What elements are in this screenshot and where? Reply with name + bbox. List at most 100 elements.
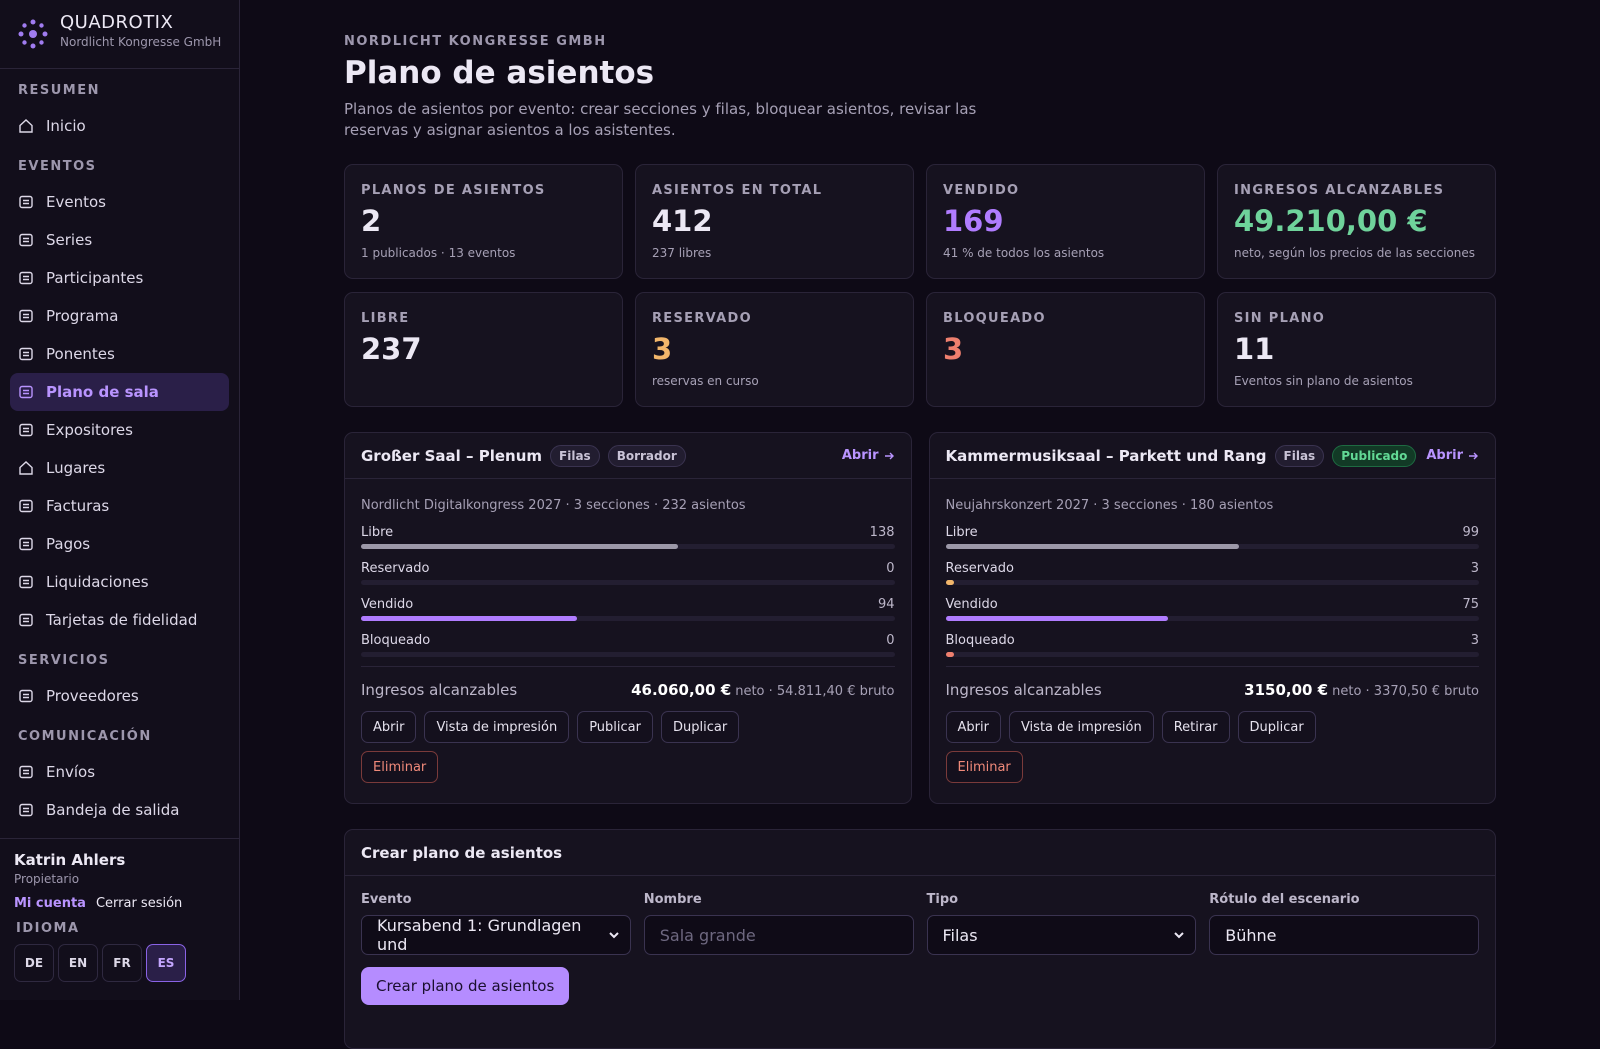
stat-value: 2 — [361, 204, 382, 238]
nav-item[interactable]: Envíos — [10, 753, 229, 791]
action-button[interactable]: Duplicar — [1237, 711, 1316, 743]
row-value: 3 — [1470, 561, 1479, 576]
nav-item[interactable]: Facturas — [10, 487, 229, 525]
stat-value: 169 — [943, 204, 1004, 238]
row-label: Libre — [945, 525, 978, 540]
create-button[interactable]: Crear plano de asientos — [361, 967, 570, 1005]
occupancy-row: Vendido 75 — [945, 592, 1479, 628]
stat-value: 3 — [943, 332, 964, 366]
occupancy: Libre 138 Reservado 0 Vendido 94 Bloqueado 0 — [361, 520, 895, 664]
type-select[interactable]: Filas — [926, 915, 1197, 955]
open-link[interactable]: Abrir — [1426, 448, 1479, 463]
plan-header: Großer Saal – Plenum Filas Borrador Abrir — [345, 433, 911, 479]
body: QUADROTIX Nordlicht Kongresse GmbH RESUM… — [0, 0, 1496, 1049]
arrow-icon — [1469, 452, 1478, 459]
stat-note: 237 libres — [652, 246, 712, 260]
account-link[interactable]: Mi cuenta — [14, 896, 86, 911]
name-input[interactable]: Sala grande — [643, 915, 914, 955]
nav-item[interactable]: Tarjetas de fidelidad — [10, 601, 229, 639]
nav-icon — [19, 195, 33, 209]
language-option[interactable]: FR — [102, 944, 142, 982]
nav-label: Ponentes — [46, 345, 115, 363]
occupancy-row: Reservado 0 — [361, 556, 895, 592]
nav-icon — [19, 537, 33, 551]
open-link[interactable]: Abrir — [842, 448, 895, 463]
brand: QUADROTIX Nordlicht Kongresse GmbH — [0, 0, 239, 69]
action-button[interactable]: Abrir — [361, 711, 417, 743]
row-value: 94 — [877, 597, 895, 612]
nav-label: Inicio — [46, 117, 86, 135]
row-value: 0 — [886, 633, 895, 648]
plan-header: Kammermusiksaal – Parkett und Rang Filas P… — [929, 433, 1495, 479]
nav-item[interactable]: Lugares — [10, 449, 229, 487]
revenue-net: 3150,00 € — [1244, 681, 1329, 699]
nav-label: Lugares — [46, 459, 106, 477]
nav-label: Bandeja de salida — [46, 801, 180, 819]
bar-fill — [945, 580, 955, 585]
row-value: 138 — [869, 525, 895, 540]
nav-label: Programa — [46, 307, 119, 325]
nav-item[interactable]: Bandeja de salida — [10, 791, 229, 829]
stat-note: 41 % de todos los asientos — [943, 246, 1105, 260]
delete-button[interactable]: Eliminar — [361, 751, 439, 783]
bar-track — [361, 652, 895, 657]
sidebar: QUADROTIX Nordlicht Kongresse GmbH RESUM… — [0, 0, 240, 1000]
nav-item[interactable]: Pagos — [10, 525, 229, 563]
nav-group-title: RESUMEN — [18, 83, 101, 98]
nav-item[interactable]: Plano de sala — [10, 373, 229, 411]
action-button[interactable]: Retirar — [1161, 711, 1230, 743]
row-value: 0 — [886, 561, 895, 576]
occupancy-row: Reservado 3 — [945, 556, 1479, 592]
nav-item[interactable]: Ponentes — [10, 335, 229, 373]
open-label: Abrir — [841, 448, 879, 463]
stat-card: SIN PLANO 11 Eventos sin plano de asientos — [1217, 292, 1496, 407]
row-label: Reservado — [945, 561, 1014, 576]
action-button[interactable]: Vista de impresión — [1008, 711, 1154, 743]
bar-fill — [361, 544, 679, 549]
field-label: Evento — [361, 892, 412, 907]
bar-track — [361, 544, 895, 549]
language-option[interactable]: EN — [58, 944, 98, 982]
header-title: Plano de asientos — [344, 55, 655, 91]
select-value: Filas — [942, 925, 978, 945]
action-button[interactable]: Duplicar — [660, 711, 740, 743]
revenue-label: Ingresos alcanzables — [361, 681, 518, 699]
action-button[interactable]: Abrir — [945, 711, 1001, 743]
action-button[interactable]: Publicar — [577, 711, 653, 743]
nav-item[interactable]: Proveedores — [10, 677, 229, 715]
chevron — [609, 932, 619, 939]
nav-item[interactable]: Liquidaciones — [10, 563, 229, 601]
language-option[interactable]: ES — [146, 944, 186, 982]
nav-item[interactable]: Participantes — [10, 259, 229, 297]
plan-status: Borrador — [607, 444, 686, 467]
page: Plano de asientos {"sidebar": {"brand": … — [0, 0, 1496, 1049]
user-links: Mi cuenta Cerrar sesión — [14, 896, 225, 911]
nav-item[interactable]: Programa — [10, 297, 229, 335]
stat-label: ASIENTOS EN TOTAL — [652, 183, 823, 198]
plan-meta: Neujahrskonzert 2027 · 3 secciones · 180… — [945, 498, 1274, 513]
user-name: Katrin Ahlers — [14, 851, 126, 869]
chevron — [1174, 932, 1184, 939]
nav: RESUMEN Inicio EVENTOS Eventos Series Partici… — [0, 69, 239, 829]
stat-label: LIBRE — [361, 311, 410, 326]
plan-type: Filas — [550, 444, 600, 467]
stat-label: PLANOS DE ASIENTOS — [361, 183, 546, 198]
plan-status: Publicado — [1332, 444, 1417, 467]
nav-icon — [19, 309, 33, 323]
nav-item[interactable]: Inicio — [10, 107, 229, 145]
event-select[interactable]: Kursabend 1: Grundlagen und — [361, 915, 631, 955]
placeholder: Sala grande — [659, 925, 756, 945]
logout-link[interactable]: Cerrar sesión — [95, 896, 183, 911]
nav-item[interactable]: Expositores — [10, 411, 229, 449]
user-role: Propietario — [14, 872, 80, 886]
select-value: Kursabend 1: Grundlagen und — [377, 916, 582, 954]
language-title: IDIOMA — [16, 921, 80, 936]
language-option[interactable]: DE — [14, 944, 54, 982]
action-button[interactable]: Vista de impresión — [424, 711, 570, 743]
nav-item[interactable]: Series — [10, 221, 229, 259]
delete-button[interactable]: Eliminar — [945, 751, 1023, 783]
stat-label: SIN PLANO — [1234, 311, 1326, 326]
nav-icon — [19, 575, 33, 589]
nav-item[interactable]: Eventos — [10, 183, 229, 221]
stage-input[interactable]: Bühne — [1209, 915, 1479, 955]
